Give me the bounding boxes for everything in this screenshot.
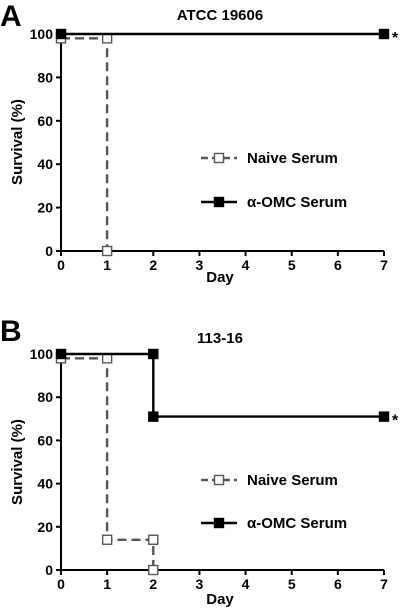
series-layer: *	[55, 28, 399, 257]
legend-label-naive-serum: Naive Serum	[247, 150, 338, 167]
significance-annotation: *	[392, 413, 399, 430]
data-point-naive-serum	[101, 245, 113, 257]
legend-swatch-marker-naive-serum	[213, 152, 225, 164]
y-tick-label: 60	[37, 113, 53, 129]
chart-title: ATCC 19606	[177, 7, 263, 24]
significance-annotation: *	[392, 30, 399, 47]
legend-label-omc-serum: α-OMC Serum	[247, 515, 347, 532]
y-tick-label: 40	[37, 156, 53, 172]
data-point-naive-serum	[148, 564, 159, 576]
legend-label-naive-serum: Naive Serum	[247, 472, 338, 489]
series-line-omc-serum	[61, 352, 384, 418]
data-point-omc-serum	[55, 28, 67, 40]
series-layer: *	[55, 348, 399, 576]
y-tick-label: 0	[45, 562, 53, 578]
legend-swatch-marker-omc-serum	[213, 196, 225, 208]
panel-label: A	[0, 0, 22, 33]
chart-title: 113-16	[197, 330, 243, 347]
y-tick-label: 20	[37, 519, 53, 535]
data-point-naive-serum	[148, 534, 159, 545]
data-point-omc-serum	[148, 348, 159, 360]
data-point-omc-serum	[378, 411, 390, 422]
y-axis-label: Survival (%)	[9, 419, 26, 505]
legend: Naive Serum α-OMC Serum	[201, 472, 347, 532]
x-tick-label: 3	[196, 257, 204, 273]
x-tick-label: 3	[196, 576, 204, 592]
x-tick-label: 2	[149, 257, 157, 273]
data-point-omc-serum	[148, 411, 159, 422]
series-line-naive-serum	[61, 37, 109, 251]
panel-a: A ATCC 19606 Survival (%) Day 0 1 2 3 4 5 6 7 0 2…	[0, 0, 399, 286]
y-axis-label: Survival (%)	[9, 99, 26, 185]
x-axis-label: Day	[206, 591, 234, 608]
x-tick-label: 0	[57, 257, 65, 273]
x-tick-label: 1	[103, 576, 111, 592]
y-tick-label: 20	[37, 200, 53, 216]
x-tick-label: 1	[103, 257, 111, 273]
y-tick-label: 100	[30, 346, 54, 362]
x-tick-label: 6	[334, 257, 342, 273]
axes: 0 1 2 3 4 5 6 7 0 20 40 60 80 100	[30, 346, 388, 592]
x-tick-label: 4	[242, 576, 250, 592]
panel-b: B 113-16 Survival (%) Day 0 1 2 3 4 5 6 7 0 20 40 6…	[0, 315, 399, 608]
y-tick-label: 80	[37, 389, 53, 405]
x-tick-label: 6	[334, 576, 342, 592]
y-tick-label: 60	[37, 432, 53, 448]
y-tick-label: 40	[37, 476, 53, 492]
x-tick-label: 7	[380, 257, 388, 273]
data-point-omc-serum	[378, 28, 390, 40]
y-tick-label: 80	[37, 69, 53, 85]
x-axis-label: Day	[206, 269, 234, 286]
y-tick-label: 100	[30, 26, 54, 42]
x-tick-label: 5	[288, 257, 296, 273]
axes: 0 1 2 3 4 5 6 7 0 20 40 60 80 100	[30, 26, 388, 273]
x-tick-label: 5	[288, 576, 296, 592]
x-tick-label: 4	[242, 257, 250, 273]
x-tick-label: 2	[149, 576, 157, 592]
x-tick-label: 7	[380, 576, 388, 592]
data-point-omc-serum	[55, 348, 67, 360]
data-point-naive-serum	[101, 534, 113, 545]
legend-label-omc-serum: α-OMC Serum	[247, 194, 347, 211]
legend-swatch-marker-omc-serum	[213, 517, 225, 529]
legend-swatch-marker-naive-serum	[213, 474, 225, 486]
y-tick-label: 0	[45, 243, 53, 259]
x-tick-label: 0	[57, 576, 65, 592]
legend: Naive Serum α-OMC Serum	[201, 150, 347, 211]
panel-label: B	[0, 315, 22, 348]
